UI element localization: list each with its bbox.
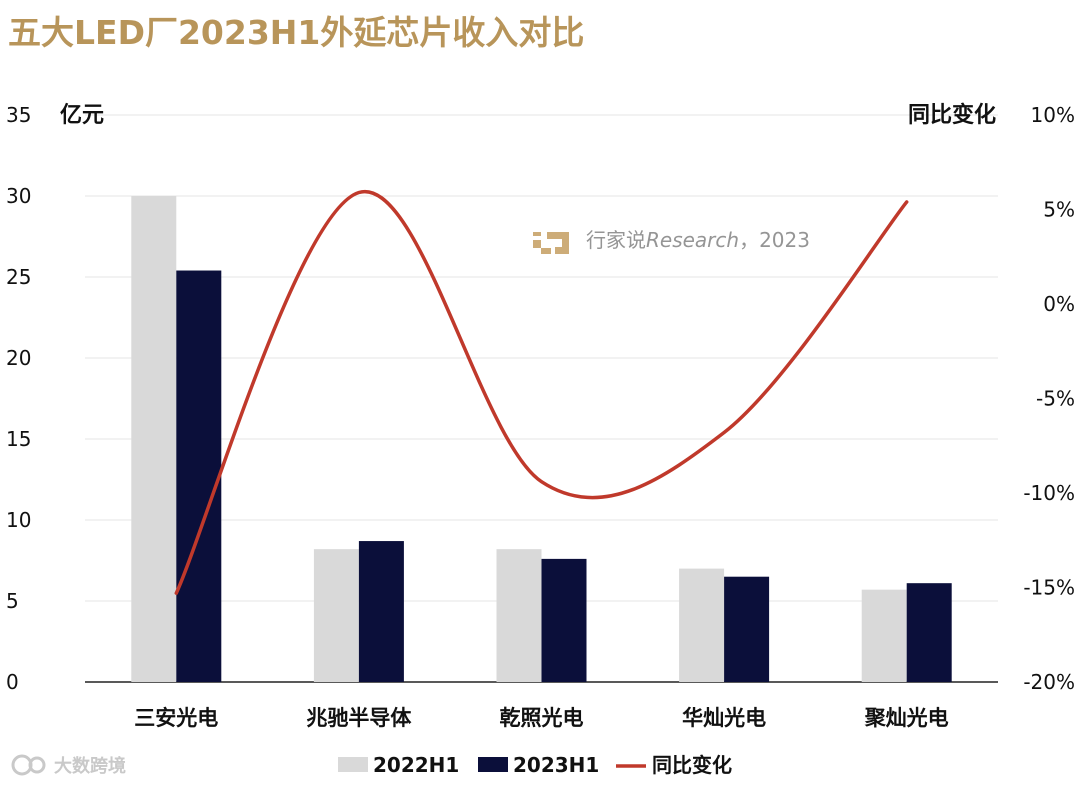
- legend: 2022H1 2023H1 同比变化: [338, 753, 732, 777]
- bar-2022h1-2: [496, 549, 542, 682]
- left-tick-label: 25: [6, 265, 31, 289]
- bar-2023h1-3: [724, 576, 770, 682]
- chart-title: 五大LED厂2023H1外延芯片收入对比: [8, 13, 585, 52]
- left-axis-ticks: 0 5 10 15 20 25 30 35: [6, 103, 31, 694]
- bar-2022h1-3: [679, 568, 725, 682]
- legend-swatch-2022h1: [338, 757, 368, 772]
- legend-label-yoy: 同比变化: [652, 753, 732, 777]
- left-tick-label: 20: [6, 346, 31, 370]
- right-tick-label: -20%: [1023, 670, 1075, 694]
- left-tick-label: 0: [6, 670, 19, 694]
- bar-2022h1-0: [131, 196, 177, 682]
- legend-swatch-2023h1: [478, 757, 508, 772]
- hangjia-logo-icon: [533, 232, 569, 254]
- left-axis-unit: 亿元: [60, 103, 104, 128]
- left-tick-label: 35: [6, 103, 31, 127]
- right-tick-label: 0%: [1043, 292, 1075, 316]
- category-label: 聚灿光电: [864, 706, 949, 730]
- left-tick-label: 15: [6, 427, 31, 451]
- category-label: 兆驰半导体: [306, 706, 412, 730]
- category-label: 华灿光电: [682, 706, 766, 730]
- category-label: 三安光电: [134, 706, 218, 730]
- legend-label-2023h1: 2023H1: [513, 753, 599, 777]
- right-tick-label: -5%: [1036, 387, 1075, 411]
- right-axis-title: 同比变化: [908, 102, 996, 128]
- bar-2022h1-1: [313, 549, 359, 682]
- legend-label-2022h1: 2022H1: [373, 753, 459, 777]
- right-tick-label: 5%: [1043, 198, 1075, 222]
- category-label: 乾照光电: [500, 706, 584, 730]
- bar-2022h1-4: [861, 589, 907, 682]
- left-tick-label: 30: [6, 184, 31, 208]
- bar-2023h1-0: [176, 270, 222, 682]
- bar-group: [131, 190, 952, 682]
- gridlines: [85, 114, 998, 602]
- right-tick-label: 10%: [1031, 103, 1075, 127]
- yoy-change-line: [174, 189, 909, 595]
- right-axis-ticks: -20% -15% -10% -5% 0% 5% 10%: [1023, 103, 1075, 694]
- right-tick-label: -10%: [1023, 481, 1075, 505]
- watermark-source: 行家说Research，2023: [586, 228, 810, 252]
- brand-watermark: 大数跨境: [54, 755, 126, 777]
- watermark: 行家说Research，2023: [533, 228, 810, 254]
- dashu-brand-icon: [11, 754, 46, 776]
- right-tick-label: -15%: [1023, 576, 1075, 600]
- bar-2023h1-2: [541, 558, 587, 682]
- bar-2023h1-4: [906, 583, 952, 682]
- left-tick-label: 5: [6, 589, 19, 613]
- bar-2023h1-1: [358, 541, 404, 682]
- left-tick-label: 10: [6, 508, 31, 532]
- category-labels: 三安光电 兆驰半导体 乾照光电 华灿光电 聚灿光电: [134, 706, 948, 730]
